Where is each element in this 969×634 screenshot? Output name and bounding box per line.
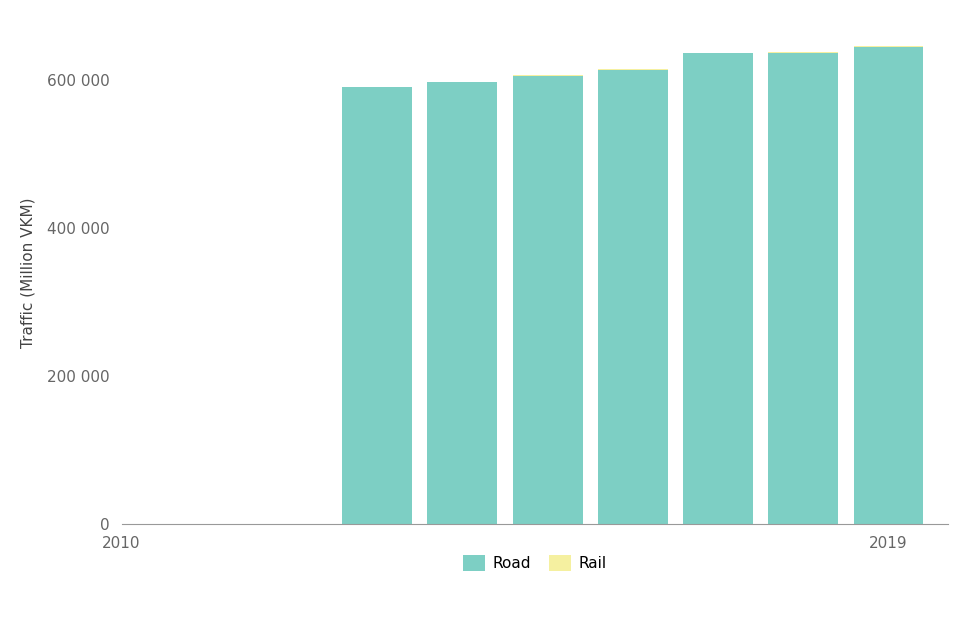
Bar (598, 70, 668, 524)
Y-axis label: Traffic (Million VKM): Traffic (Million VKM) (20, 197, 36, 348)
Bar (854, 47, 923, 524)
Bar (342, 87, 412, 524)
Bar (683, 53, 753, 524)
Bar (513, 75, 582, 524)
Bar (768, 53, 838, 524)
Bar (427, 82, 497, 524)
Legend: Road, Rail: Road, Rail (457, 549, 612, 577)
